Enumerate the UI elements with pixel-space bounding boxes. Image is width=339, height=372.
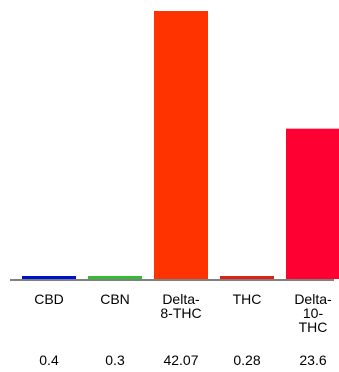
category-label-1-line-0: CBN xyxy=(100,291,130,307)
category-label-4-line-0: Delta- xyxy=(294,291,332,307)
bars-group xyxy=(22,11,339,279)
category-label-2-line-1: 8-THC xyxy=(160,305,201,321)
category-label-4-line-2: THC xyxy=(299,319,328,335)
bar-2 xyxy=(154,11,208,279)
value-labels: 0.4 0.3 42.07 0.28 23.6 xyxy=(39,352,327,368)
bar-1 xyxy=(88,276,142,279)
value-label-4: 23.6 xyxy=(299,352,326,368)
category-label-4-line-1: 10- xyxy=(303,305,324,321)
bar-3 xyxy=(220,276,274,279)
value-label-2: 42.07 xyxy=(163,352,198,368)
category-label-3-line-0: THC xyxy=(233,291,262,307)
value-label-1: 0.3 xyxy=(105,352,125,368)
category-label-0-line-0: CBD xyxy=(34,291,64,307)
category-label-2-line-0: Delta- xyxy=(162,291,200,307)
bar-0 xyxy=(22,276,76,279)
value-label-0: 0.4 xyxy=(39,352,59,368)
bar-4 xyxy=(286,128,339,279)
value-label-3: 0.28 xyxy=(233,352,260,368)
